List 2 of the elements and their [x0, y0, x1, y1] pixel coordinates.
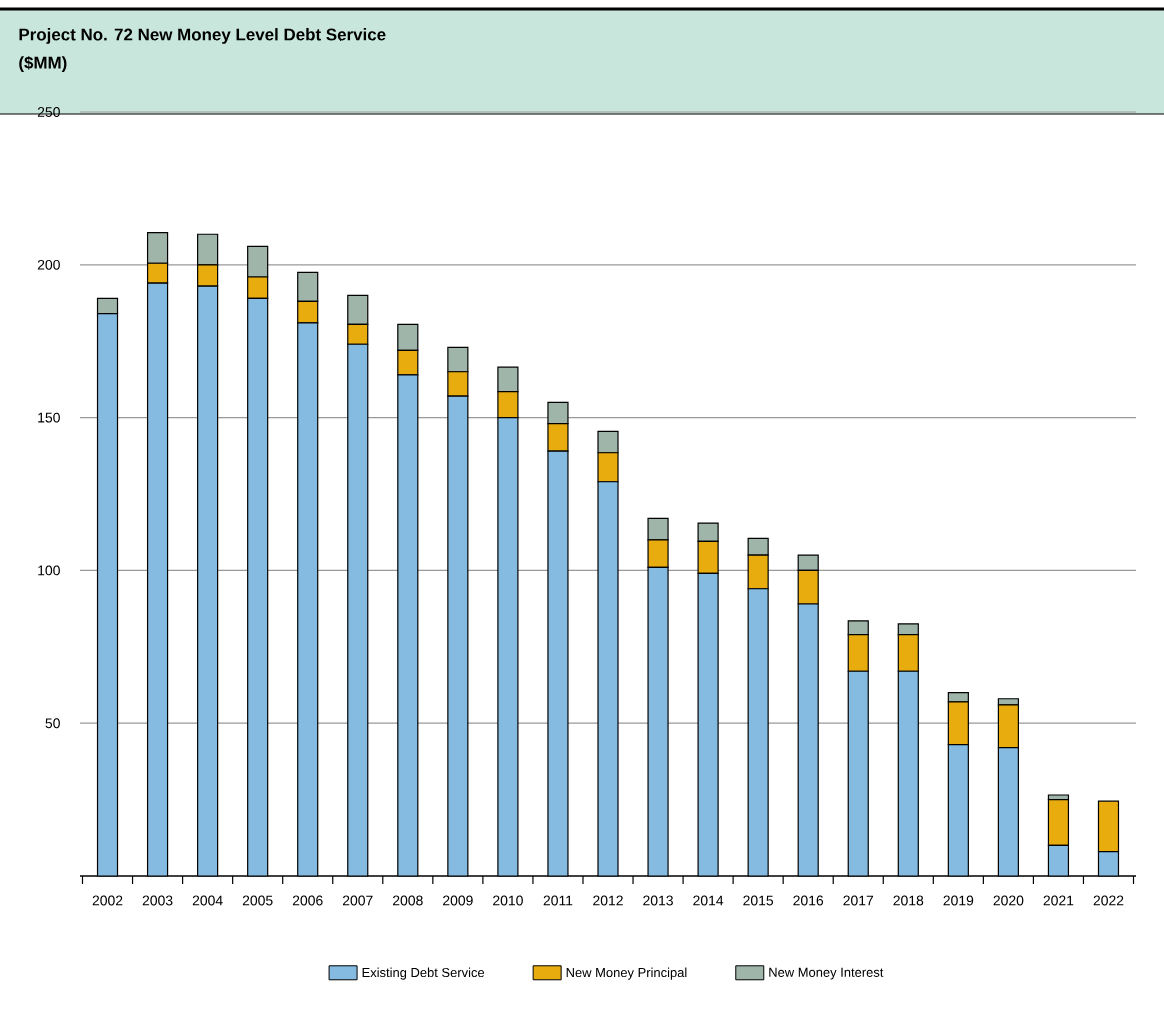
chart-subtitle: ($MM) — [19, 55, 67, 73]
chart-title: Project No. 72 New Money Level Debt Service — [19, 28, 386, 44]
